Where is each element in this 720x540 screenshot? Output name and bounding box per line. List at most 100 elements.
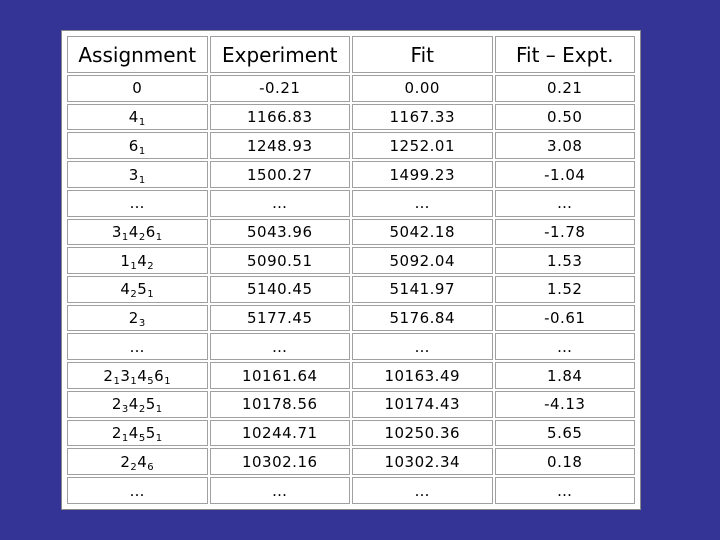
cell-assignment: 41 xyxy=(67,103,208,131)
header-assignment: Assignment xyxy=(67,36,208,73)
assignment-mode: 4 xyxy=(120,280,131,299)
table-row: 1142 5090.51 5092.04 1.53 xyxy=(67,247,635,275)
assignment-mode: 6 xyxy=(154,366,165,385)
cell-fit-minus-expt: 0.21 xyxy=(494,75,635,102)
assignment-mode: 2 xyxy=(103,366,114,385)
data-table-container: Assignment Experiment Fit Fit – Expt. 0 -… xyxy=(61,30,641,510)
cell-fit: 5042.18 xyxy=(352,218,493,246)
cell-fit-minus-expt: -1.78 xyxy=(494,218,635,246)
assignment-mode: 4 xyxy=(137,452,148,471)
table-row: 61 1248.93 1252.01 3.08 xyxy=(67,132,635,160)
cell-fit: 10163.49 xyxy=(352,362,493,389)
assignment-mode: … xyxy=(129,194,145,213)
assignment-quanta: 2 xyxy=(147,260,155,272)
assignment-quanta: 1 xyxy=(130,375,138,387)
table-row: 0 -0.21 0.00 0.21 xyxy=(67,75,635,102)
header-row: Assignment Experiment Fit Fit – Expt. xyxy=(67,36,635,73)
assignment-quanta: 1 xyxy=(147,289,155,301)
cell-assignment: 1142 xyxy=(67,247,208,275)
cell-fit-minus-expt: 0.18 xyxy=(494,448,635,476)
cell-fit: 1252.01 xyxy=(352,132,493,160)
cell-assignment: 23 xyxy=(67,304,208,332)
assignment-quanta: 2 xyxy=(138,404,146,416)
cell-experiment: 5090.51 xyxy=(209,247,350,275)
cell-fit-minus-expt: … xyxy=(494,333,635,361)
assignment-quanta: 1 xyxy=(130,260,138,272)
assignment-mode: 2 xyxy=(111,423,122,442)
assignment-quanta: 3 xyxy=(121,404,129,416)
cell-fit: 10302.34 xyxy=(352,448,493,476)
assignment-quanta: 2 xyxy=(138,231,146,243)
assignment-mode: 4 xyxy=(128,108,139,127)
assignment-mode: … xyxy=(129,337,145,356)
assignment-mode: 5 xyxy=(145,423,156,442)
cell-fit-minus-expt: 0.50 xyxy=(494,103,635,131)
assignment-quanta: 1 xyxy=(155,432,163,444)
cell-experiment: 5043.96 xyxy=(209,218,350,246)
assignment-quanta: 3 xyxy=(138,318,146,330)
vibrational-fit-table: Assignment Experiment Fit Fit – Expt. 0 -… xyxy=(65,34,637,506)
assignment-quanta: 1 xyxy=(121,432,129,444)
cell-fit: … xyxy=(352,477,493,504)
cell-experiment: 5140.45 xyxy=(209,276,350,303)
cell-fit: 10174.43 xyxy=(352,390,493,418)
assignment-mode: 3 xyxy=(111,222,122,241)
header-experiment: Experiment xyxy=(209,36,350,73)
cell-experiment: 10302.16 xyxy=(209,448,350,476)
cell-fit-minus-expt: 3.08 xyxy=(494,132,635,160)
cell-fit-minus-expt: -0.61 xyxy=(494,304,635,332)
assignment-mode: 1 xyxy=(120,251,131,270)
cell-fit-minus-expt: -4.13 xyxy=(494,390,635,418)
cell-fit: 1167.33 xyxy=(352,103,493,131)
cell-assignment: … xyxy=(67,333,208,361)
assignment-quanta: 1 xyxy=(138,145,146,157)
assignment-mode: … xyxy=(129,481,145,500)
assignment-mode: 4 xyxy=(137,251,148,270)
assignment-mode: 5 xyxy=(137,280,148,299)
table-row: ………… xyxy=(67,477,635,504)
assignment-quanta: 1 xyxy=(113,375,121,387)
cell-fit-minus-expt: 1.52 xyxy=(494,276,635,303)
table-row: 214551 10244.71 10250.36 5.65 xyxy=(67,419,635,447)
assignment-quanta: 5 xyxy=(138,432,146,444)
assignment-quanta: 1 xyxy=(138,174,146,186)
table-row: ………… xyxy=(67,333,635,361)
cell-experiment: 10244.71 xyxy=(209,419,350,447)
assignment-mode: 4 xyxy=(137,366,148,385)
assignment-mode: 6 xyxy=(128,136,139,155)
cell-assignment: … xyxy=(67,189,208,217)
table-row: ………… xyxy=(67,189,635,217)
cell-experiment: 1500.27 xyxy=(209,161,350,188)
table-row: 4251 5140.45 5141.97 1.52 xyxy=(67,276,635,303)
cell-assignment: … xyxy=(67,477,208,504)
table-row: 21314561 10161.64 10163.49 1.84 xyxy=(67,362,635,389)
cell-experiment: 10178.56 xyxy=(209,390,350,418)
cell-assignment: 314261 xyxy=(67,218,208,246)
assignment-quanta: 1 xyxy=(121,231,129,243)
cell-fit: 5176.84 xyxy=(352,304,493,332)
assignment-quanta: 2 xyxy=(130,289,138,301)
cell-fit-minus-expt: … xyxy=(494,477,635,504)
assignment-quanta: 1 xyxy=(138,117,146,129)
assignment-mode: 4 xyxy=(128,222,139,241)
assignment-mode: 3 xyxy=(128,165,139,184)
cell-fit: 1499.23 xyxy=(352,161,493,188)
assignment-mode: 0 xyxy=(132,79,143,98)
table-row: 41 1166.83 1167.33 0.50 xyxy=(67,103,635,131)
assignment-mode: 4 xyxy=(128,395,139,414)
assignment-quanta: 2 xyxy=(130,461,138,473)
table-row: 234251 10178.56 10174.43 -4.13 xyxy=(67,390,635,418)
assignment-quanta: 1 xyxy=(155,404,163,416)
table-row: 2246 10302.16 10302.34 0.18 xyxy=(67,448,635,476)
cell-fit-minus-expt: 1.53 xyxy=(494,247,635,275)
cell-experiment: 1166.83 xyxy=(209,103,350,131)
cell-fit: … xyxy=(352,333,493,361)
assignment-mode: 2 xyxy=(128,309,139,328)
cell-fit-minus-expt: 1.84 xyxy=(494,362,635,389)
assignment-quanta: 1 xyxy=(155,231,163,243)
cell-assignment: 61 xyxy=(67,132,208,160)
assignment-mode: 5 xyxy=(145,395,156,414)
cell-fit: … xyxy=(352,189,493,217)
assignment-quanta: 1 xyxy=(164,375,172,387)
table-row: 23 5177.45 5176.84 -0.61 xyxy=(67,304,635,332)
